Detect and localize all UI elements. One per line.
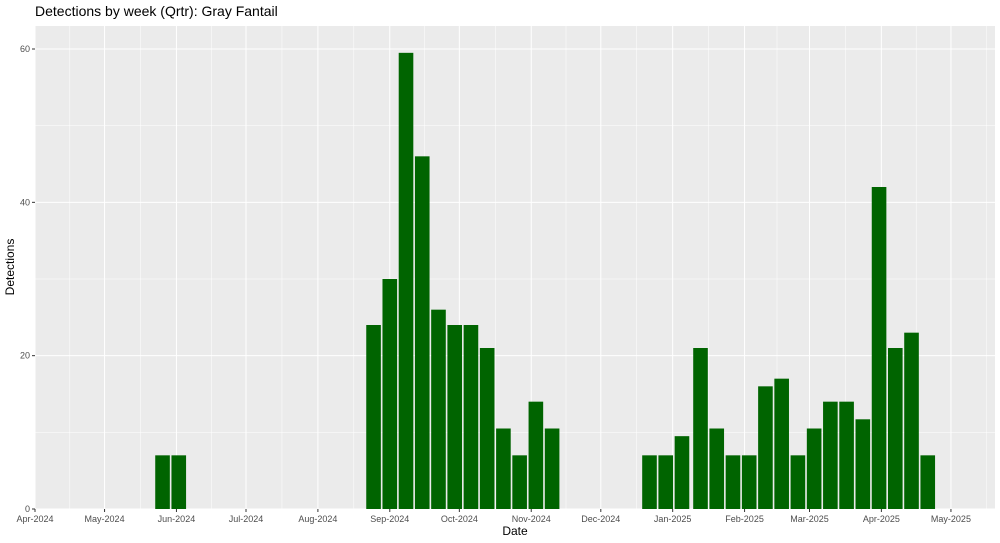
x-tick-label: Apr-2025: [863, 514, 900, 524]
bar: [709, 428, 725, 509]
y-axis: 0 20 40 60: [20, 44, 35, 514]
y-tick-label: 40: [20, 197, 30, 207]
bar: [904, 332, 919, 509]
y-tick-label: 60: [20, 44, 30, 54]
y-tick-label: 20: [20, 351, 30, 361]
x-axis: Apr-2024 May-2024 Jun-2024 Jul-2024 Aug-2024…: [16, 509, 971, 524]
bars: [155, 52, 936, 510]
bar: [774, 378, 789, 509]
x-tick-label: Jul-2024: [229, 514, 264, 524]
y-tick-label: 0: [25, 504, 30, 514]
bar: [528, 401, 544, 509]
bar: [496, 428, 511, 509]
x-axis-title: Date: [502, 524, 528, 538]
bar: [855, 419, 871, 509]
bar: [920, 455, 936, 509]
grid-lines: [34, 26, 995, 510]
bar: [512, 455, 527, 509]
x-tick-label: Mar-2025: [790, 514, 829, 524]
bar: [887, 348, 903, 509]
chart-title: Detections by week (Qrtr): Gray Fantail: [35, 3, 278, 19]
bar: [658, 455, 674, 509]
bar: [674, 436, 690, 509]
bar: [366, 325, 381, 509]
bar: [806, 428, 822, 509]
x-tick-label: Feb-2025: [725, 514, 764, 524]
bar: [447, 325, 463, 509]
x-tick-label: Oct-2024: [441, 514, 478, 524]
bar: [790, 455, 806, 509]
bar: [171, 455, 187, 509]
bar: [693, 348, 708, 509]
bar: [758, 386, 773, 509]
x-tick-label: Apr-2024: [16, 514, 53, 524]
bar: [382, 279, 398, 509]
bar: [544, 428, 560, 509]
bar: [431, 309, 446, 509]
x-tick-label: Dec-2024: [581, 514, 620, 524]
bar: [839, 401, 854, 509]
bar: [414, 156, 430, 510]
x-tick-label: May-2025: [931, 514, 971, 524]
bar: [642, 455, 657, 509]
bar: [398, 52, 414, 509]
y-axis-title: Detections: [3, 239, 17, 296]
x-tick-label: Jun-2024: [158, 514, 196, 524]
x-tick-label: Sep-2024: [370, 514, 409, 524]
bar: [741, 455, 757, 509]
bar: [725, 455, 741, 509]
bar: [463, 325, 479, 509]
x-tick-label: Jan-2025: [654, 514, 692, 524]
bar: [871, 187, 887, 509]
bar: [823, 401, 838, 509]
x-tick-label: May-2024: [85, 514, 125, 524]
bar: [155, 455, 170, 509]
x-tick-label: Aug-2024: [298, 514, 337, 524]
bar: [479, 348, 495, 509]
x-tick-label: Nov-2024: [512, 514, 551, 524]
